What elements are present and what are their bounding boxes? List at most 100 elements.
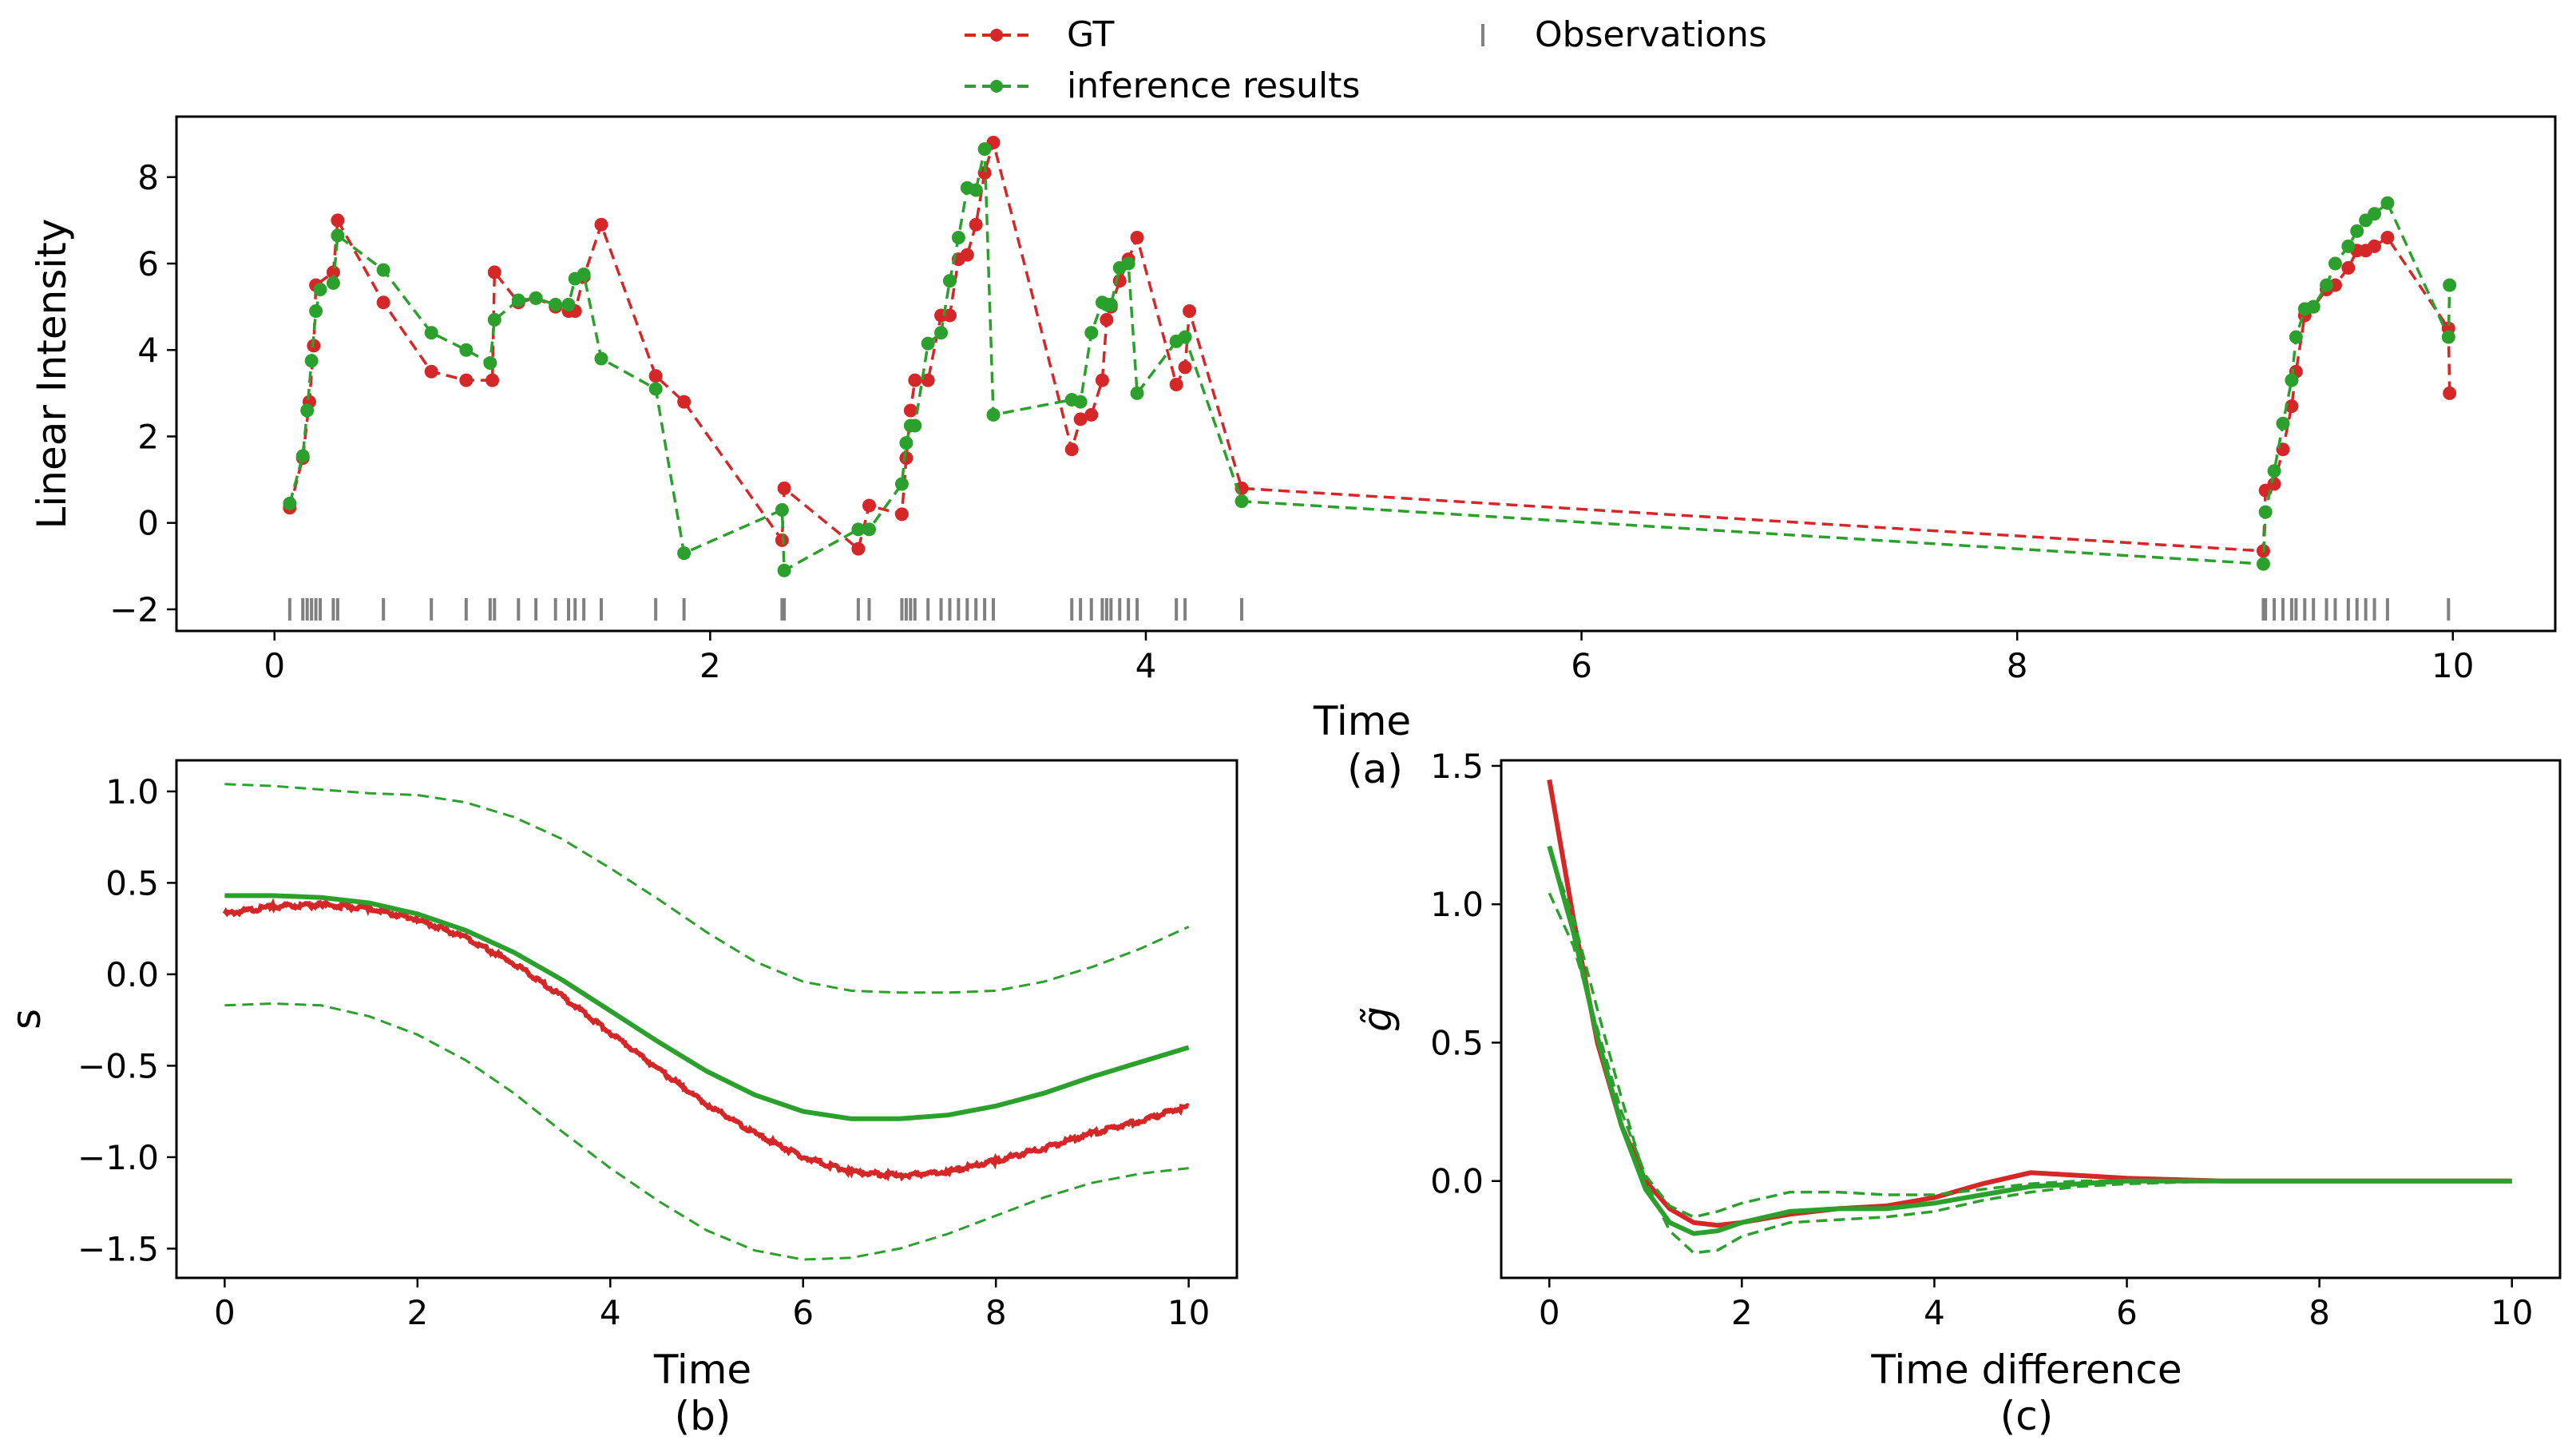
x-tick-label: 6	[1571, 646, 1592, 685]
inference-point	[309, 304, 323, 319]
inference-point	[313, 282, 327, 296]
y-tick-label: 2	[137, 417, 159, 456]
inference-point	[986, 407, 1001, 422]
inference-point	[487, 312, 501, 327]
inference-point	[594, 351, 608, 366]
x-tick-label: 2	[406, 1293, 428, 1332]
y-tick-label: −1.0	[77, 1138, 159, 1177]
gt-series-line	[288, 137, 2451, 553]
gt-point	[899, 451, 913, 466]
gt-point	[1100, 312, 1114, 327]
x-tick-label: 4	[1924, 1293, 1945, 1332]
inference-point	[2441, 330, 2455, 344]
x-tick-label: 4	[600, 1293, 621, 1332]
y-tick-label: 0.0	[105, 955, 159, 994]
inference-point	[934, 326, 949, 340]
gt-point	[1169, 378, 1183, 392]
inference-point	[577, 268, 591, 282]
inference-point	[2285, 373, 2299, 387]
gt-point	[2285, 399, 2299, 414]
x-tick-label: 0	[214, 1293, 236, 1332]
inference-point	[2368, 207, 2382, 221]
x-tick-label: 6	[792, 1293, 814, 1332]
inference-point	[2328, 256, 2342, 271]
plot-area-frame	[175, 115, 2557, 633]
x-tick-label: 2	[699, 646, 721, 685]
gt-point	[921, 373, 935, 387]
inference-point	[511, 293, 525, 307]
inference-point	[483, 355, 497, 370]
inference-point	[459, 343, 474, 357]
x-tick-label: 8	[2007, 646, 2028, 685]
gt-point	[777, 481, 791, 495]
y-tick-label: 0.0	[1430, 1162, 1484, 1201]
y-tick-label: 0.5	[1430, 1023, 1484, 1062]
gt-point	[851, 542, 866, 556]
panel-caption: (a)	[1347, 746, 1403, 792]
gt-point	[424, 364, 438, 379]
inference-point	[921, 336, 935, 351]
inference-point	[1073, 395, 1088, 409]
x-tick-label: 4	[1135, 646, 1157, 685]
inference-solid-line	[224, 893, 1190, 1121]
inference-point	[2350, 224, 2364, 238]
inference-point	[561, 297, 576, 311]
y-tick-label: 6	[137, 244, 159, 284]
x-tick-label: 0	[1539, 1293, 1560, 1332]
inference-point	[977, 142, 992, 157]
inference-point	[908, 419, 922, 433]
inference-point	[969, 183, 983, 197]
gt-point	[594, 217, 608, 232]
gt-point	[1084, 407, 1099, 422]
gt-point	[1178, 360, 1192, 375]
gt-point	[894, 507, 909, 522]
inference-point	[304, 354, 319, 368]
inference-point	[1234, 494, 1249, 509]
y-tick-label: 1.0	[1430, 885, 1484, 924]
plot-area-frame	[175, 759, 1238, 1279]
legend-inference-marker	[990, 80, 1003, 93]
inference-point	[894, 477, 909, 491]
inference-series-line	[288, 149, 2451, 573]
x-axis-label: Time	[653, 1347, 751, 1393]
gt-point	[903, 403, 917, 418]
inference-point	[677, 546, 692, 561]
inference-point	[1121, 256, 1135, 271]
gt-point	[487, 265, 501, 280]
panel-c: 0 2 4 6 8 10 0.0 0.5 1.0 1.5 Time difference(c) g̃	[1354, 747, 2562, 1439]
y-axis-label: g̃	[1354, 1006, 1401, 1032]
gt-point	[2368, 239, 2382, 253]
inference-dashed-line	[224, 1002, 1189, 1261]
inference-point	[777, 563, 791, 577]
inference-point	[2256, 557, 2270, 571]
x-tick-label: 6	[2116, 1293, 2138, 1332]
y-tick-label: −0.5	[77, 1046, 159, 1085]
inference-point	[862, 522, 877, 537]
inference-point	[529, 291, 543, 305]
inference-point	[899, 436, 913, 450]
legend-inference-label: inference results	[1067, 65, 1360, 106]
x-tick-label: 10	[2491, 1293, 2533, 1332]
panel-caption: (b)	[675, 1393, 731, 1439]
inference-point	[942, 274, 957, 288]
gt-point	[2267, 477, 2281, 491]
inference-solid-line	[1547, 845, 2512, 1236]
x-tick-label: 2	[1731, 1293, 1753, 1332]
inference-point	[1178, 330, 1192, 344]
inference-point	[1104, 297, 1118, 311]
inference-point	[2276, 416, 2290, 430]
gt-point	[485, 373, 500, 387]
y-axis-label: Linear Intensity	[29, 219, 75, 530]
legend-observations-label: Observations	[1535, 14, 1767, 55]
x-tick-label: 10	[2431, 646, 2474, 685]
y-tick-label: 8	[137, 158, 159, 197]
inference-point	[1130, 386, 1144, 400]
legend: GT inference results Observations	[965, 14, 1767, 106]
inference-point	[326, 276, 340, 290]
inference-point	[1084, 326, 1099, 340]
inference-dashed-line	[224, 783, 1190, 994]
gt-point	[2341, 260, 2356, 275]
inference-point	[295, 449, 310, 463]
inference-point	[2380, 196, 2395, 210]
gt-point	[1183, 304, 1197, 319]
